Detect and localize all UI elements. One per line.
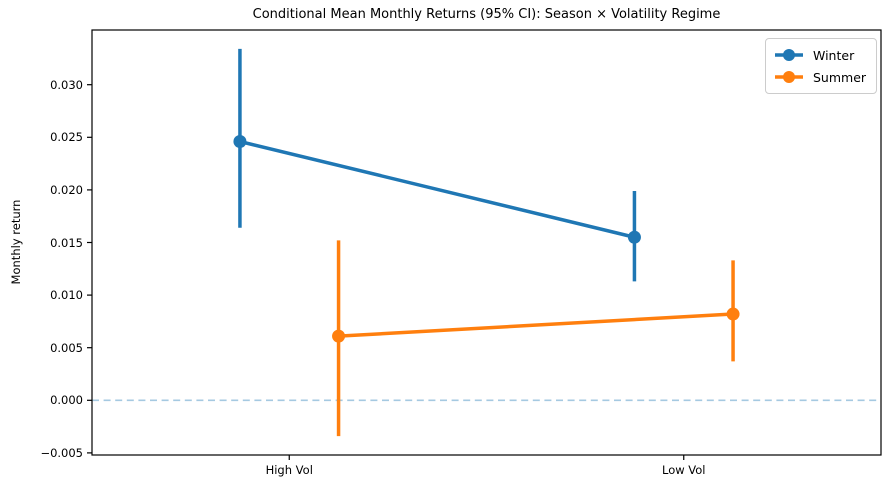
x-tick-label-low-vol: Low Vol	[661, 463, 706, 477]
marker-winter-1	[627, 230, 641, 244]
y-tick-label: 0.025	[50, 130, 83, 145]
series-line-winter	[239, 139, 635, 239]
legend-label-winter: Winter	[813, 47, 855, 63]
legend-marker-winter	[775, 49, 803, 61]
marker-summer-0	[332, 329, 346, 343]
legend-item-winter: Winter	[774, 44, 867, 66]
y-tick-label: 0.020	[50, 182, 83, 197]
y-tick-label: 0.015	[50, 235, 83, 250]
y-tick-label: 0.030	[50, 77, 83, 92]
chart-title: Conditional Mean Monthly Returns (95% CI…	[252, 7, 721, 22]
legend-marker-summer	[775, 71, 803, 83]
series-line-summer	[338, 312, 734, 338]
y-tick-label: 0.010	[50, 288, 83, 303]
marker-summer-1	[726, 307, 740, 321]
marker-winter-0	[233, 135, 247, 149]
legend-label-summer: Summer	[813, 69, 867, 85]
y-tick-label: 0.000	[50, 393, 83, 408]
legend: Winter Summer	[765, 38, 877, 94]
legend-item-summer: Summer	[774, 66, 867, 88]
axes-spines	[91, 29, 882, 456]
y-tick-label: 0.005	[50, 340, 83, 355]
x-tick-label-high-vol: High Vol	[265, 463, 313, 477]
y-tick-label: −0.005	[40, 445, 83, 460]
